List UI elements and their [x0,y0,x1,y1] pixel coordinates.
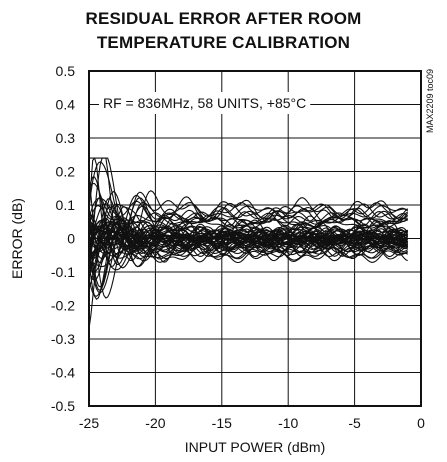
error-curve [88,157,409,255]
error-curve [88,231,408,276]
y-tick-label: -0.2 [51,298,75,314]
error-curve [88,212,408,230]
x-tick-label: -10 [278,415,298,431]
error-curve [88,227,408,263]
x-tick-label: -5 [348,415,361,431]
y-tick-label: 0.3 [56,130,76,146]
y-tick-label: -0.1 [51,264,75,280]
y-axis-label: ERROR (dB) [9,198,25,279]
error-curve [88,198,408,329]
error-curve [88,206,409,289]
y-tick-label: -0.4 [51,365,75,381]
y-tick-label: 0.1 [56,197,76,213]
x-tick-label: -20 [145,415,165,431]
error-curve [88,230,408,259]
error-curve [88,218,408,251]
y-tick-label: -0.3 [51,331,75,347]
y-tick-label: -0.5 [51,398,75,414]
error-curve [88,214,408,233]
plot-frame [88,70,422,407]
error-curve [88,157,409,278]
tick-labels: -25 -20 -15 -10 -5 0 0.5 0.4 0.3 0.2 0.1 0 -0.1 -0.2 -… [51,63,425,431]
figure-code-label: MAX2209 toc09 [425,69,435,133]
chart-annotation: RF = 836MHz, 58 UNITS, +85°C [103,95,306,111]
chart-title-line-1: RESIDUAL ERROR AFTER ROOM [85,9,362,28]
curves [88,157,409,329]
y-tick-label: 0.4 [56,97,76,113]
x-tick-label: 0 [417,415,425,431]
y-tick-label: 0.5 [56,63,76,79]
y-tick-label: 0.2 [56,164,76,180]
x-tick-label: -25 [79,415,99,431]
annotation-background [99,92,311,114]
error-curve [88,205,408,240]
error-curve [88,182,409,230]
error-curve [88,224,408,271]
x-axis-label: INPUT POWER (dBm) [185,439,326,455]
x-tick-label: -15 [212,415,232,431]
chart-title-line-2: TEMPERATURE CALIBRATION [96,33,351,52]
y-tick-label: 0 [67,231,75,247]
